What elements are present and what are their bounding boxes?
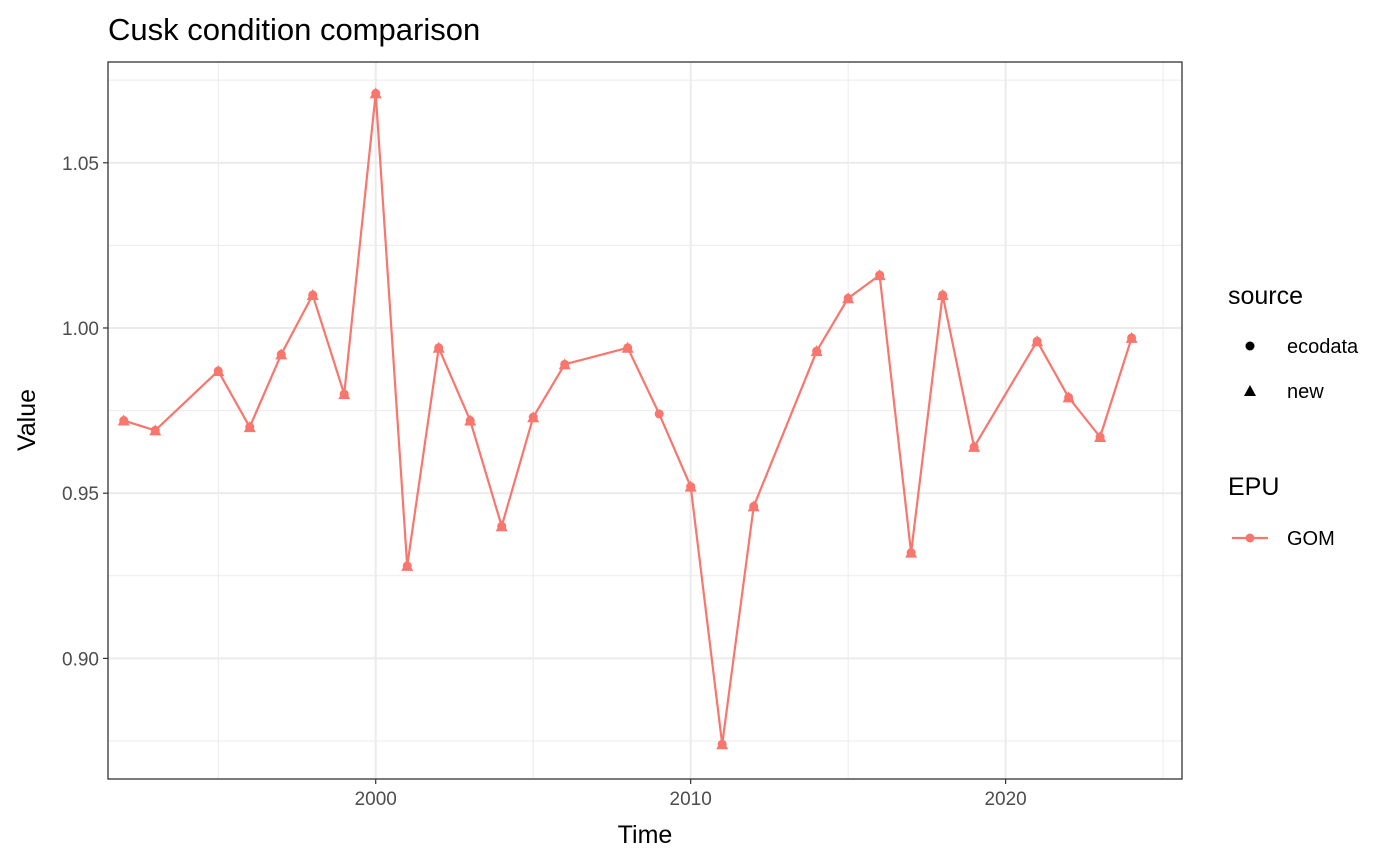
legend-epu-title: EPU [1228,473,1279,501]
y-tick-label: 0.95 [62,484,99,505]
chart-title: Cusk condition comparison [108,12,480,47]
grid [108,62,1182,779]
new-point [117,414,130,426]
new-point [369,87,382,99]
new-point [873,269,886,281]
new-point [810,345,823,357]
new-point [621,341,634,353]
ecodata-point [654,409,664,419]
new-point [212,364,225,376]
new-point [1062,391,1075,403]
new-point [716,738,729,750]
new-point [1125,331,1138,343]
new-point [495,520,508,532]
legend-new-key-triangle [1244,385,1256,396]
new-point [432,341,445,353]
plot-border [107,61,1183,780]
new-point [842,292,855,304]
new-point [338,388,351,400]
legend-gom-label: GOM [1287,528,1335,550]
legend-ecodata-key-circle [1245,341,1255,351]
y-tick-label: 1.05 [62,154,99,175]
new-point [401,559,414,571]
series-layer [117,87,1138,750]
new-point [1031,335,1044,347]
new-point [527,411,540,423]
new-point [275,348,288,360]
y-axis: 0.90 0.95 1.00 1.05 [62,154,108,670]
x-tick-label: 2000 [355,789,397,810]
new-point [968,440,981,452]
plot-background [108,62,1182,779]
legend-source: source ecodata new [1228,282,1359,403]
legend-epu: EPU GOM [1228,473,1335,550]
new-point [747,500,760,512]
y-tick-label: 0.90 [62,649,99,670]
x-tick-label: 2010 [670,789,712,810]
new-point [684,480,697,492]
new-point [558,358,571,370]
legend-gom-key-point [1245,533,1255,543]
new-point [243,421,256,433]
y-tick-label: 1.00 [62,319,99,340]
x-tick-label: 2020 [984,789,1026,810]
legend-new-label: new [1287,381,1324,403]
legend-source-title: source [1228,282,1303,310]
x-axis-title: Time [618,821,673,849]
x-axis: 2000 2010 2020 [355,779,1027,810]
new-point [464,414,477,426]
new-point [1094,431,1107,443]
new-point [306,288,319,300]
new-point [905,546,918,558]
new-point [149,424,162,436]
new-point [936,288,949,300]
y-axis-title: Value [13,389,41,451]
legend-ecodata-label: ecodata [1287,336,1359,358]
